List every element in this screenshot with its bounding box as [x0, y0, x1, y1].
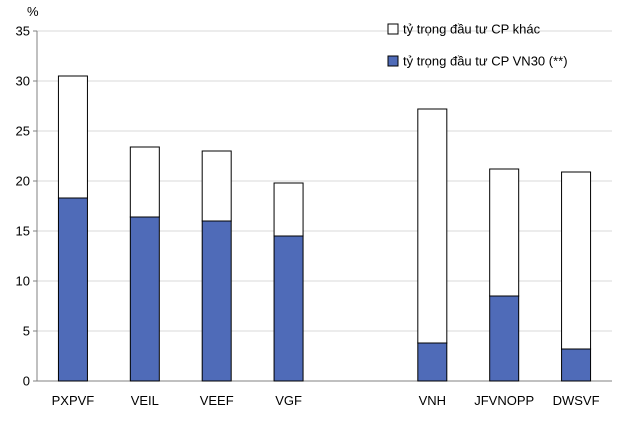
bar-other-dwsvf: [561, 171, 592, 350]
x-tick-label: VNH: [419, 393, 446, 408]
y-tick-label: 0: [23, 374, 30, 389]
legend-label: tỷ trọng đầu tư CP VN30 (**): [403, 54, 568, 69]
bar-other-vgf: [273, 182, 304, 237]
y-tick-label: 20: [16, 174, 30, 189]
y-tick-label: 10: [16, 274, 30, 289]
bar-vn30-vgf: [273, 235, 304, 382]
labels: 0 5 10 15 20 25 30 35% PXPVF VEIL VEEF VGF VNH JFVNOP…: [16, 4, 600, 408]
x-tick-label: VGF: [275, 393, 302, 408]
y-tick-label: 25: [16, 124, 30, 139]
x-tick-label: DWSVF: [553, 393, 600, 408]
y-tick-label: 15: [16, 224, 30, 239]
x-tick-label: VEIL: [131, 393, 159, 408]
x-tick-label: PXPVF: [52, 393, 95, 408]
grid-lines: [37, 30, 612, 332]
bar-other-veil: [129, 146, 160, 218]
bar-other-vnh: [417, 108, 448, 344]
bar-vn30-dwsvf: [561, 348, 592, 382]
x-tick-label: JFVNOPP: [474, 393, 534, 408]
bar-vn30-vnh: [417, 342, 448, 382]
y-tick-label: 5: [23, 324, 30, 339]
legend: tỷ trọng đầu tư CP khác tỷ trọng đầu tư C…: [387, 22, 568, 69]
y-tick-label: 35: [16, 24, 30, 39]
legend-swatch: [387, 23, 399, 35]
legend-label: tỷ trọng đầu tư CP khác: [403, 22, 541, 37]
x-tick-label: VEEF: [200, 393, 234, 408]
bar-vn30-jfvnopp: [489, 295, 520, 382]
bar-other-veef: [201, 150, 232, 222]
y-tick-label: 30: [16, 74, 30, 89]
bar-vn30-pxpvf: [57, 197, 88, 382]
bar-vn30-veef: [201, 220, 232, 382]
axes: [33, 30, 612, 382]
bar-other-pxpvf: [57, 75, 88, 199]
bars: [57, 75, 592, 382]
bar-vn30-veil: [129, 216, 160, 382]
legend-swatch: [387, 55, 399, 67]
bar-other-jfvnopp: [489, 168, 520, 297]
y-unit-label: %: [27, 4, 39, 19]
